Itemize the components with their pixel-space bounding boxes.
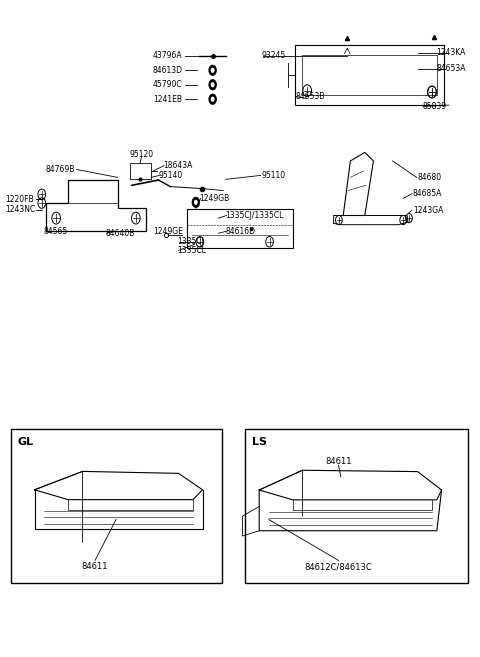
Text: 1243KA: 1243KA xyxy=(436,48,466,57)
Circle shape xyxy=(209,65,216,76)
Text: 84685A: 84685A xyxy=(413,189,442,198)
Text: 1241EB: 1241EB xyxy=(154,95,182,104)
Text: 84653A: 84653A xyxy=(436,64,466,74)
Text: 84611: 84611 xyxy=(325,457,352,466)
Bar xyxy=(130,163,151,179)
Text: 1249GB: 1249GB xyxy=(199,194,229,203)
Text: 18643A: 18643A xyxy=(163,161,192,170)
Text: 43796A: 43796A xyxy=(153,51,182,60)
Bar xyxy=(302,55,437,95)
Text: 1249GE: 1249GE xyxy=(154,227,183,236)
Text: 93245: 93245 xyxy=(262,51,286,60)
Text: 84640B: 84640B xyxy=(106,229,135,238)
Text: 95110: 95110 xyxy=(262,171,286,180)
Bar xyxy=(295,45,444,105)
Text: 84565: 84565 xyxy=(43,227,68,236)
Text: 95120: 95120 xyxy=(130,150,154,159)
Text: 84769B: 84769B xyxy=(45,165,74,174)
Circle shape xyxy=(211,97,215,102)
Bar xyxy=(11,429,222,583)
Text: 84612C/84613C: 84612C/84613C xyxy=(305,562,372,572)
Text: 1243NC: 1243NC xyxy=(5,205,35,214)
Circle shape xyxy=(211,82,215,87)
Text: 84611: 84611 xyxy=(82,562,108,572)
Text: 84680: 84680 xyxy=(418,173,442,182)
Bar xyxy=(187,209,293,248)
Text: GL: GL xyxy=(18,437,34,447)
Text: 1220FB: 1220FB xyxy=(5,194,34,204)
Text: 1335CL: 1335CL xyxy=(178,246,206,255)
Text: 1335CJ/1335CL: 1335CJ/1335CL xyxy=(226,211,284,220)
Text: 95140: 95140 xyxy=(158,171,183,180)
Text: 85839: 85839 xyxy=(422,102,446,111)
Text: 84616D: 84616D xyxy=(226,227,255,236)
Bar xyxy=(245,429,468,583)
Circle shape xyxy=(209,94,216,104)
Circle shape xyxy=(192,197,200,208)
Circle shape xyxy=(211,68,215,73)
Circle shape xyxy=(194,200,198,205)
Text: 1335CJ: 1335CJ xyxy=(178,237,204,246)
Text: 1243GA: 1243GA xyxy=(413,206,443,215)
Text: 84613D: 84613D xyxy=(153,66,182,75)
Text: LS: LS xyxy=(252,437,267,447)
Text: 84653B: 84653B xyxy=(295,92,324,101)
Text: 45790C: 45790C xyxy=(153,80,182,89)
Circle shape xyxy=(209,79,216,90)
